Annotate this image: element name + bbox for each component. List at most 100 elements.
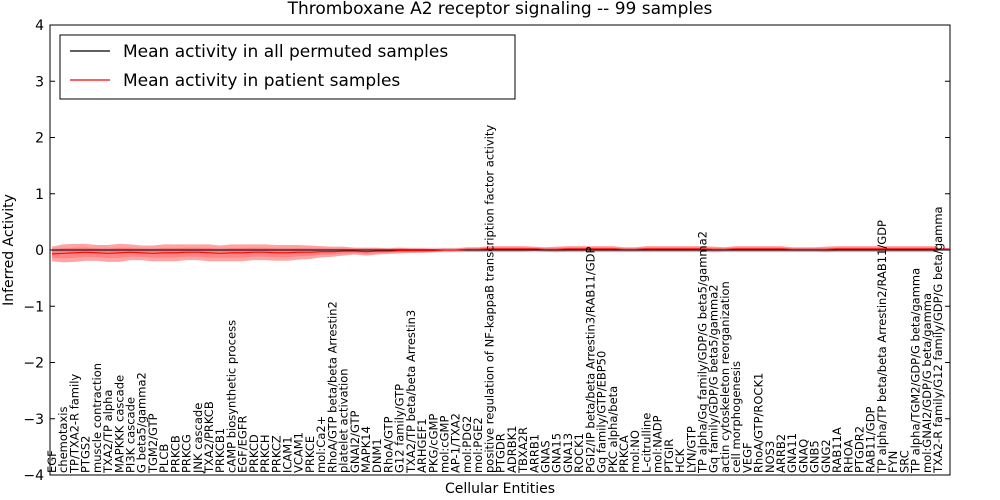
category-label: RHOA (841, 440, 855, 473)
category-label: PLCB (157, 444, 171, 473)
category-label: VEGF (740, 442, 754, 473)
category-label: TBXA2R (516, 427, 530, 474)
y-tick-label: 1 (35, 187, 44, 203)
category-label: L-citrulline (639, 413, 653, 473)
category-label: ROCK1 (572, 433, 586, 473)
category-label: ADRBK1 (505, 426, 519, 473)
category-label: NOS3 (763, 441, 777, 473)
legend-patient-label: Mean activity in patient samples (123, 71, 400, 91)
category-label: Gq family/GTP/EBP50 (595, 351, 609, 473)
category-label: PKG/cGMP (426, 414, 440, 473)
category-label: mol:cGMP (438, 416, 452, 473)
category-label: PTGS2 (79, 436, 93, 474)
patient-mean-line (51, 248, 950, 255)
category-label: AP-1/TXA2 (449, 413, 463, 473)
category-label: LYN/GTP (684, 426, 698, 473)
category-label: TXA2/PRKCB (202, 401, 216, 474)
y-tick-label: −3 (23, 412, 44, 428)
y-tick-label: −1 (23, 299, 44, 315)
category-label: PRKCH (258, 434, 272, 473)
category-label: ARRB1 (527, 434, 541, 473)
category-label: PRKCA (617, 435, 631, 473)
category-label: GNAI2/GTP (348, 411, 362, 473)
x-axis-label: Cellular Entities (445, 481, 555, 497)
category-label: cAMP biosynthetic process (224, 320, 238, 473)
y-tick-label: 3 (35, 74, 44, 90)
category-label: PI3K cascade (124, 397, 138, 473)
category-label: RAB11/GDP (864, 406, 878, 473)
category-label: GNA13 (561, 433, 575, 473)
category-label: PTGDR2 (852, 426, 866, 473)
category-label: PRKCZ (269, 435, 283, 473)
category-label: PRKCG (180, 434, 194, 473)
category-label: mol:NO (628, 430, 642, 473)
category-label: TP alpha/TGM2/GDP/G beta/gamma (909, 268, 923, 474)
category-label: PTGDR (494, 433, 508, 473)
category-label: EGF/EGFR (236, 416, 250, 473)
y-tick-label: −2 (23, 356, 44, 372)
legend-permuted-label: Mean activity in all permuted samples (123, 42, 448, 62)
legend: Mean activity in all permuted samples Me… (59, 34, 516, 100)
category-label: platelet activation (337, 368, 351, 473)
category-label: PGI2/IP beta/beta Arrestin3/RAB11/GDP (583, 247, 597, 473)
category-label: FYN (886, 451, 900, 473)
category-label: TGM2/GTP (146, 413, 160, 474)
y-tick-label: 0 (35, 243, 44, 259)
y-ticks: −4 −3 −2 −1 0 1 2 3 4 (23, 18, 950, 484)
category-label: GNB5 (808, 440, 822, 473)
category-label: EGF (45, 450, 59, 473)
category-label: ARRB2 (774, 434, 788, 473)
category-label: GNAQ (796, 439, 810, 473)
category-label: RhoA/GTP (381, 416, 395, 473)
category-label: PKC alpha/beta (606, 386, 620, 473)
category-label: TXA2-R family/G12 family/GDP/G beta/gamm… (931, 206, 945, 474)
category-label: MAPK14 (359, 426, 373, 473)
category-label: mol:NADP (651, 415, 665, 473)
y-tick-label: −4 (23, 468, 44, 484)
category-label: PTGIR (662, 439, 676, 473)
category-label: SRC (897, 450, 911, 473)
category-label: G beta5/gamma2 (135, 372, 149, 473)
category-label: PRKCB (168, 435, 182, 473)
category-label: muscle contraction (90, 363, 104, 473)
category-label: HCK (673, 448, 687, 473)
category-label: chemotaxis (56, 407, 70, 473)
category-label: TXA2/TP alpha (101, 390, 115, 474)
category-label: positive regulation of NF-kappaB transcr… (482, 125, 496, 473)
category-label: RAB11A (830, 427, 844, 473)
category-label: cell morphogenesis (729, 361, 743, 473)
legend-box (59, 34, 516, 100)
category-label: mol:PDG2 (460, 416, 474, 473)
category-label: TXA2/TP beta/beta Arrestin3 (404, 310, 418, 474)
y-tick-label: 2 (35, 131, 44, 147)
category-label: mol:Ca2+ (314, 416, 328, 473)
category-label: TP/TXA2-R family (67, 374, 81, 474)
category-label: GNA11 (785, 433, 799, 473)
category-label: GNAS (538, 440, 552, 473)
category-label: TP alpha/Gq family/GDP/G beta5/gamma2 (695, 231, 709, 474)
y-tick-label: 4 (35, 18, 44, 34)
category-label: VCAM1 (292, 432, 306, 473)
category-label: mol:PGE2 (471, 417, 485, 473)
category-label: PRKCB1 (213, 428, 227, 473)
category-label: Gq family/GDP/G beta5/gamma2 (707, 284, 721, 473)
category-label: RhoA/GTP/ROCK1 (752, 373, 766, 473)
chart-title: Thromboxane A2 receptor signaling -- 99 … (287, 0, 713, 19)
category-label: JNK cascade (191, 403, 205, 474)
category-label: G12 family/GTP (393, 384, 407, 473)
category-label: actin cytoskeleton reorganization (718, 281, 732, 473)
category-label: GNG2 (819, 439, 833, 473)
category-label: GNA15 (550, 433, 564, 473)
category-label: ICAM1 (281, 436, 295, 473)
category-label: DNM1 (370, 438, 384, 473)
category-label: MAPKKK cascade (112, 375, 126, 473)
category-label: mol:GNAI2/GDP/G beta/gamma (920, 293, 934, 473)
category-label: ARHGEF1 (415, 418, 429, 473)
category-label: TP alpha/TP beta/beta Arrestin2/RAB11/GD… (875, 220, 889, 474)
y-axis-label: Inferred Activity (1, 194, 17, 306)
category-label: PRKCE (303, 436, 317, 473)
category-label: RhoA/GTP beta/beta Arrestin2 (325, 301, 339, 473)
